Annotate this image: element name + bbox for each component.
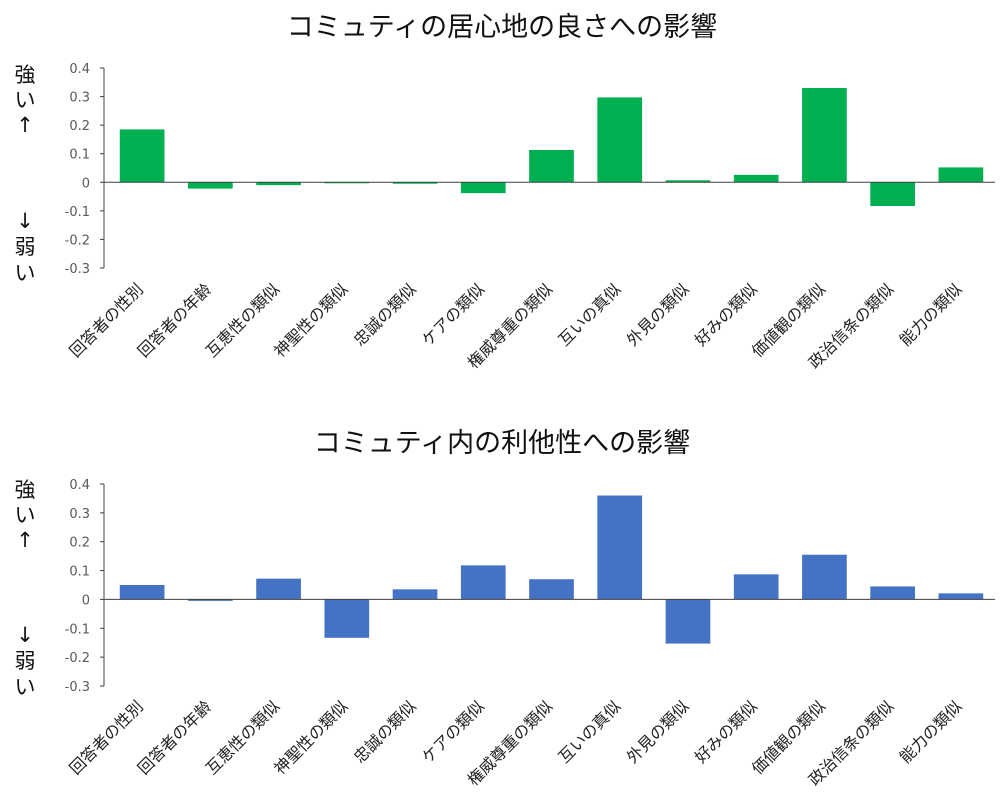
x-category-label: 好みの類似 bbox=[691, 280, 761, 350]
y-tick-label: 0.1 bbox=[69, 565, 90, 580]
bar bbox=[529, 579, 574, 600]
bar bbox=[802, 88, 847, 183]
bar bbox=[870, 182, 915, 206]
bar bbox=[392, 182, 438, 184]
x-category-label: 神聖性の類似 bbox=[270, 697, 351, 778]
bar bbox=[460, 182, 506, 194]
chart-2-top-label-1: 強 bbox=[15, 478, 36, 502]
x-category-label: 能力の類似 bbox=[896, 697, 966, 767]
chart-2-top-label-3: ↑ bbox=[16, 528, 34, 552]
chart-1-bottom-label-2: 弱 bbox=[15, 235, 36, 259]
x-category-label: 好みの類似 bbox=[691, 697, 761, 767]
y-tick-label: 0.3 bbox=[69, 507, 90, 522]
bar bbox=[119, 129, 165, 183]
y-tick-label: 0.1 bbox=[69, 148, 90, 163]
chart-2-top-label-2: い bbox=[15, 503, 36, 527]
y-tick-label: 0.2 bbox=[69, 536, 90, 551]
bar bbox=[256, 182, 301, 186]
chart-1-top-label-3: ↑ bbox=[16, 113, 34, 137]
x-category-label: 外見の類似 bbox=[623, 697, 693, 767]
chart-2: コミュティ内の利他性への影響 強 い ↑ ↓ 弱 い 0.4 0.3 0.2 0.1 0… bbox=[15, 428, 995, 789]
y-tick-label: -0.3 bbox=[65, 262, 90, 277]
bar bbox=[938, 167, 984, 183]
bar bbox=[938, 593, 984, 600]
bar bbox=[324, 599, 370, 638]
bar bbox=[256, 578, 301, 600]
bar bbox=[119, 585, 165, 600]
chart-1-title: コミュティの居心地の良さへの影響 bbox=[287, 12, 717, 43]
chart-2-bottom-label-2: 弱 bbox=[15, 649, 36, 673]
x-category-label: ケアの類似 bbox=[418, 697, 488, 767]
bar bbox=[188, 182, 233, 189]
x-category-label: 忠誠の類似 bbox=[350, 697, 420, 767]
bar bbox=[392, 589, 438, 600]
chart-1-bottom-label-1: ↓ bbox=[16, 209, 34, 233]
bar bbox=[665, 180, 711, 183]
bar bbox=[870, 586, 915, 600]
y-tick-label: -0.2 bbox=[65, 233, 90, 248]
bar bbox=[460, 565, 506, 600]
y-tick-label: -0.3 bbox=[65, 680, 90, 695]
bar bbox=[597, 495, 643, 600]
bar bbox=[529, 150, 574, 183]
chart-1-bottom-label-3: い bbox=[15, 261, 36, 285]
bar bbox=[802, 554, 847, 600]
x-category-label: ケアの類似 bbox=[418, 280, 488, 350]
y-tick-label: 0.4 bbox=[69, 62, 90, 77]
x-category-label: 神聖性の類似 bbox=[270, 280, 351, 361]
chart-1-top-label-2: い bbox=[15, 88, 36, 112]
y-tick-label: 0.2 bbox=[69, 119, 90, 134]
chart-2-bottom-label-3: い bbox=[15, 675, 36, 699]
x-category-label: 互いの真似 bbox=[555, 697, 625, 767]
bar bbox=[188, 599, 233, 601]
bar bbox=[665, 599, 711, 644]
y-tick-label: 0 bbox=[82, 593, 90, 608]
x-category-label: 外見の類似 bbox=[623, 280, 693, 350]
bar bbox=[733, 574, 779, 600]
x-category-label: 忠誠の類似 bbox=[350, 280, 420, 350]
chart-2-bottom-label-1: ↓ bbox=[16, 623, 34, 647]
bar bbox=[733, 174, 779, 183]
y-tick-label: 0.4 bbox=[69, 478, 90, 493]
bar bbox=[597, 97, 643, 183]
y-tick-label: 0.3 bbox=[69, 91, 90, 106]
y-tick-label: 0 bbox=[82, 176, 90, 191]
chart-1: コミュティの居心地の良さへの影響 強 い ↑ ↓ 弱 い 0.4 0.3 0.2 0.… bbox=[15, 12, 995, 372]
chart-1-top-label-1: 強 bbox=[15, 63, 36, 87]
y-tick-label: -0.1 bbox=[65, 622, 90, 637]
y-tick-label: -0.1 bbox=[65, 205, 90, 220]
x-category-label: 能力の類似 bbox=[896, 280, 966, 350]
x-category-label: 互いの真似 bbox=[555, 280, 625, 350]
y-tick-label: -0.2 bbox=[65, 651, 90, 666]
chart-2-title: コミュティ内の利他性への影響 bbox=[314, 428, 690, 459]
